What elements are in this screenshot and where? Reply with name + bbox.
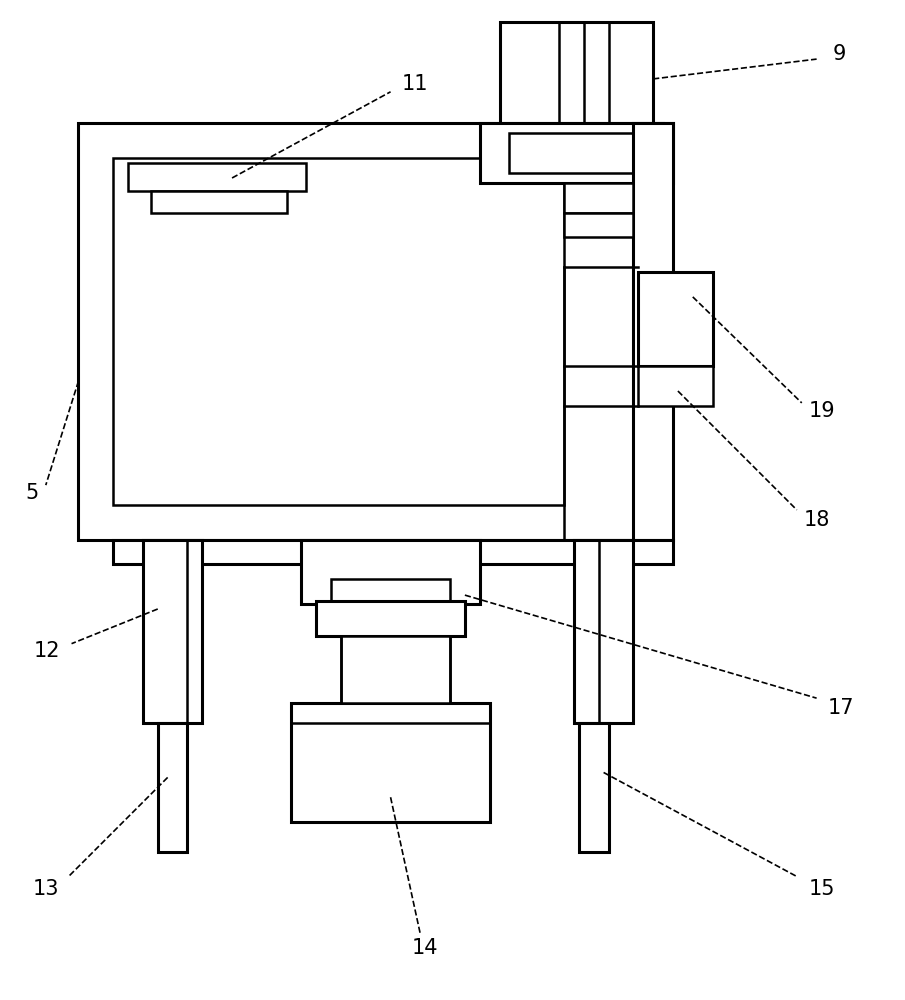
Bar xyxy=(564,213,634,237)
Text: 18: 18 xyxy=(804,510,830,530)
Text: 11: 11 xyxy=(402,74,429,94)
Text: 17: 17 xyxy=(828,698,854,718)
Bar xyxy=(634,123,673,540)
Bar xyxy=(574,540,633,723)
Bar xyxy=(113,540,673,564)
Bar xyxy=(151,191,287,213)
Bar xyxy=(128,163,307,191)
Text: 14: 14 xyxy=(412,938,439,958)
Bar xyxy=(301,540,480,604)
Bar xyxy=(564,183,634,213)
Bar xyxy=(291,703,490,822)
Bar xyxy=(510,133,643,173)
Text: 5: 5 xyxy=(25,483,39,503)
Bar xyxy=(480,123,673,183)
Text: 9: 9 xyxy=(833,44,846,64)
Bar xyxy=(316,601,465,636)
Bar xyxy=(143,540,203,723)
Bar xyxy=(579,723,608,852)
Text: 12: 12 xyxy=(33,641,60,661)
Bar xyxy=(331,579,450,601)
Bar xyxy=(113,158,564,505)
Bar xyxy=(157,723,187,852)
Text: 13: 13 xyxy=(33,879,59,899)
Bar xyxy=(341,636,450,703)
Bar xyxy=(638,366,712,406)
Bar xyxy=(638,272,712,366)
Text: 19: 19 xyxy=(808,401,835,421)
Bar xyxy=(500,22,653,123)
Bar xyxy=(79,123,663,540)
Text: 15: 15 xyxy=(808,879,834,899)
